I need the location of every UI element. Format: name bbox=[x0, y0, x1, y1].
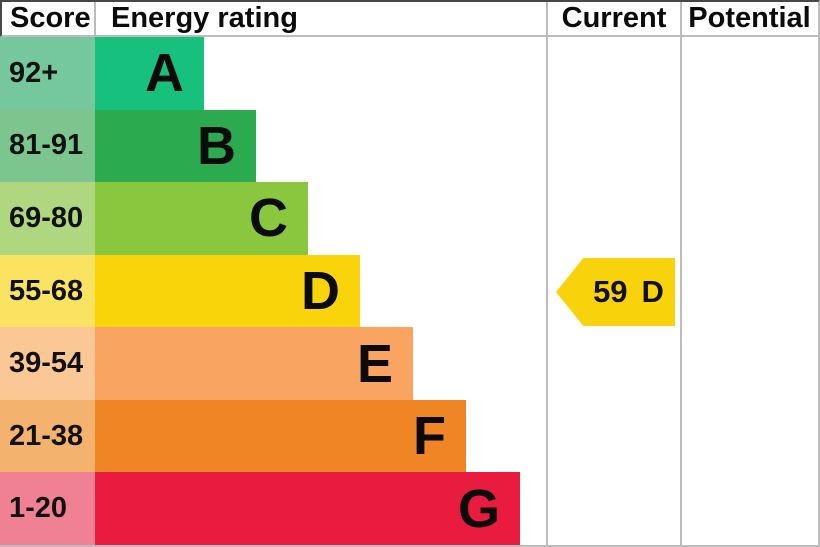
band-row-c: 69-80 C bbox=[0, 182, 818, 255]
score-column-divider bbox=[94, 2, 96, 37]
score-range-c: 69-80 bbox=[0, 182, 95, 255]
band-row-f: 21-38 F bbox=[0, 399, 818, 473]
current-score-value: 59 bbox=[593, 274, 628, 309]
rating-bar-f: F bbox=[95, 399, 466, 473]
current-band-letter: D bbox=[641, 274, 664, 309]
rating-bar-a: A bbox=[95, 37, 204, 110]
band-row-e: 39-54 E bbox=[0, 327, 818, 400]
chart-header: Score Energy rating Current Potential bbox=[0, 2, 818, 37]
band-letter-f: F bbox=[413, 406, 446, 467]
band-letter-b: B bbox=[197, 115, 236, 176]
header-energy-rating: Energy rating bbox=[111, 2, 298, 34]
rating-bar-d: D bbox=[95, 254, 360, 328]
score-range-d: 55-68 bbox=[0, 254, 95, 328]
band-letter-c: C bbox=[249, 188, 288, 249]
current-rating-arrow: 59 D bbox=[556, 258, 675, 326]
band-letter-d: D bbox=[301, 261, 340, 322]
band-rows: 92+ A 81-91 B 69-80 C 55-68 D 39-54 E 21-38 F 1-20 G bbox=[0, 37, 818, 545]
header-potential: Potential bbox=[688, 2, 811, 34]
band-row-d: 55-68 D bbox=[0, 254, 818, 328]
score-range-g: 1-20 bbox=[0, 472, 95, 545]
rating-bar-g: G bbox=[95, 472, 520, 545]
potential-column-divider bbox=[680, 2, 682, 545]
band-row-b: 81-91 B bbox=[0, 109, 818, 183]
band-letter-e: E bbox=[356, 333, 393, 394]
current-column-divider bbox=[546, 2, 548, 545]
score-range-b: 81-91 bbox=[0, 109, 95, 183]
band-letter-g: G bbox=[457, 478, 500, 539]
band-row-g: 1-20 G bbox=[0, 472, 818, 545]
band-row-a: 92+ A bbox=[0, 37, 818, 110]
rating-bar-e: E bbox=[95, 327, 413, 400]
rating-bar-b: B bbox=[95, 109, 256, 183]
header-current: Current bbox=[561, 2, 667, 34]
score-range-f: 21-38 bbox=[0, 399, 95, 473]
score-range-e: 39-54 bbox=[0, 327, 95, 400]
band-letter-a: A bbox=[145, 43, 184, 104]
header-score: Score bbox=[10, 2, 91, 34]
score-range-a: 92+ bbox=[0, 37, 95, 110]
rating-bar-c: C bbox=[95, 182, 308, 255]
